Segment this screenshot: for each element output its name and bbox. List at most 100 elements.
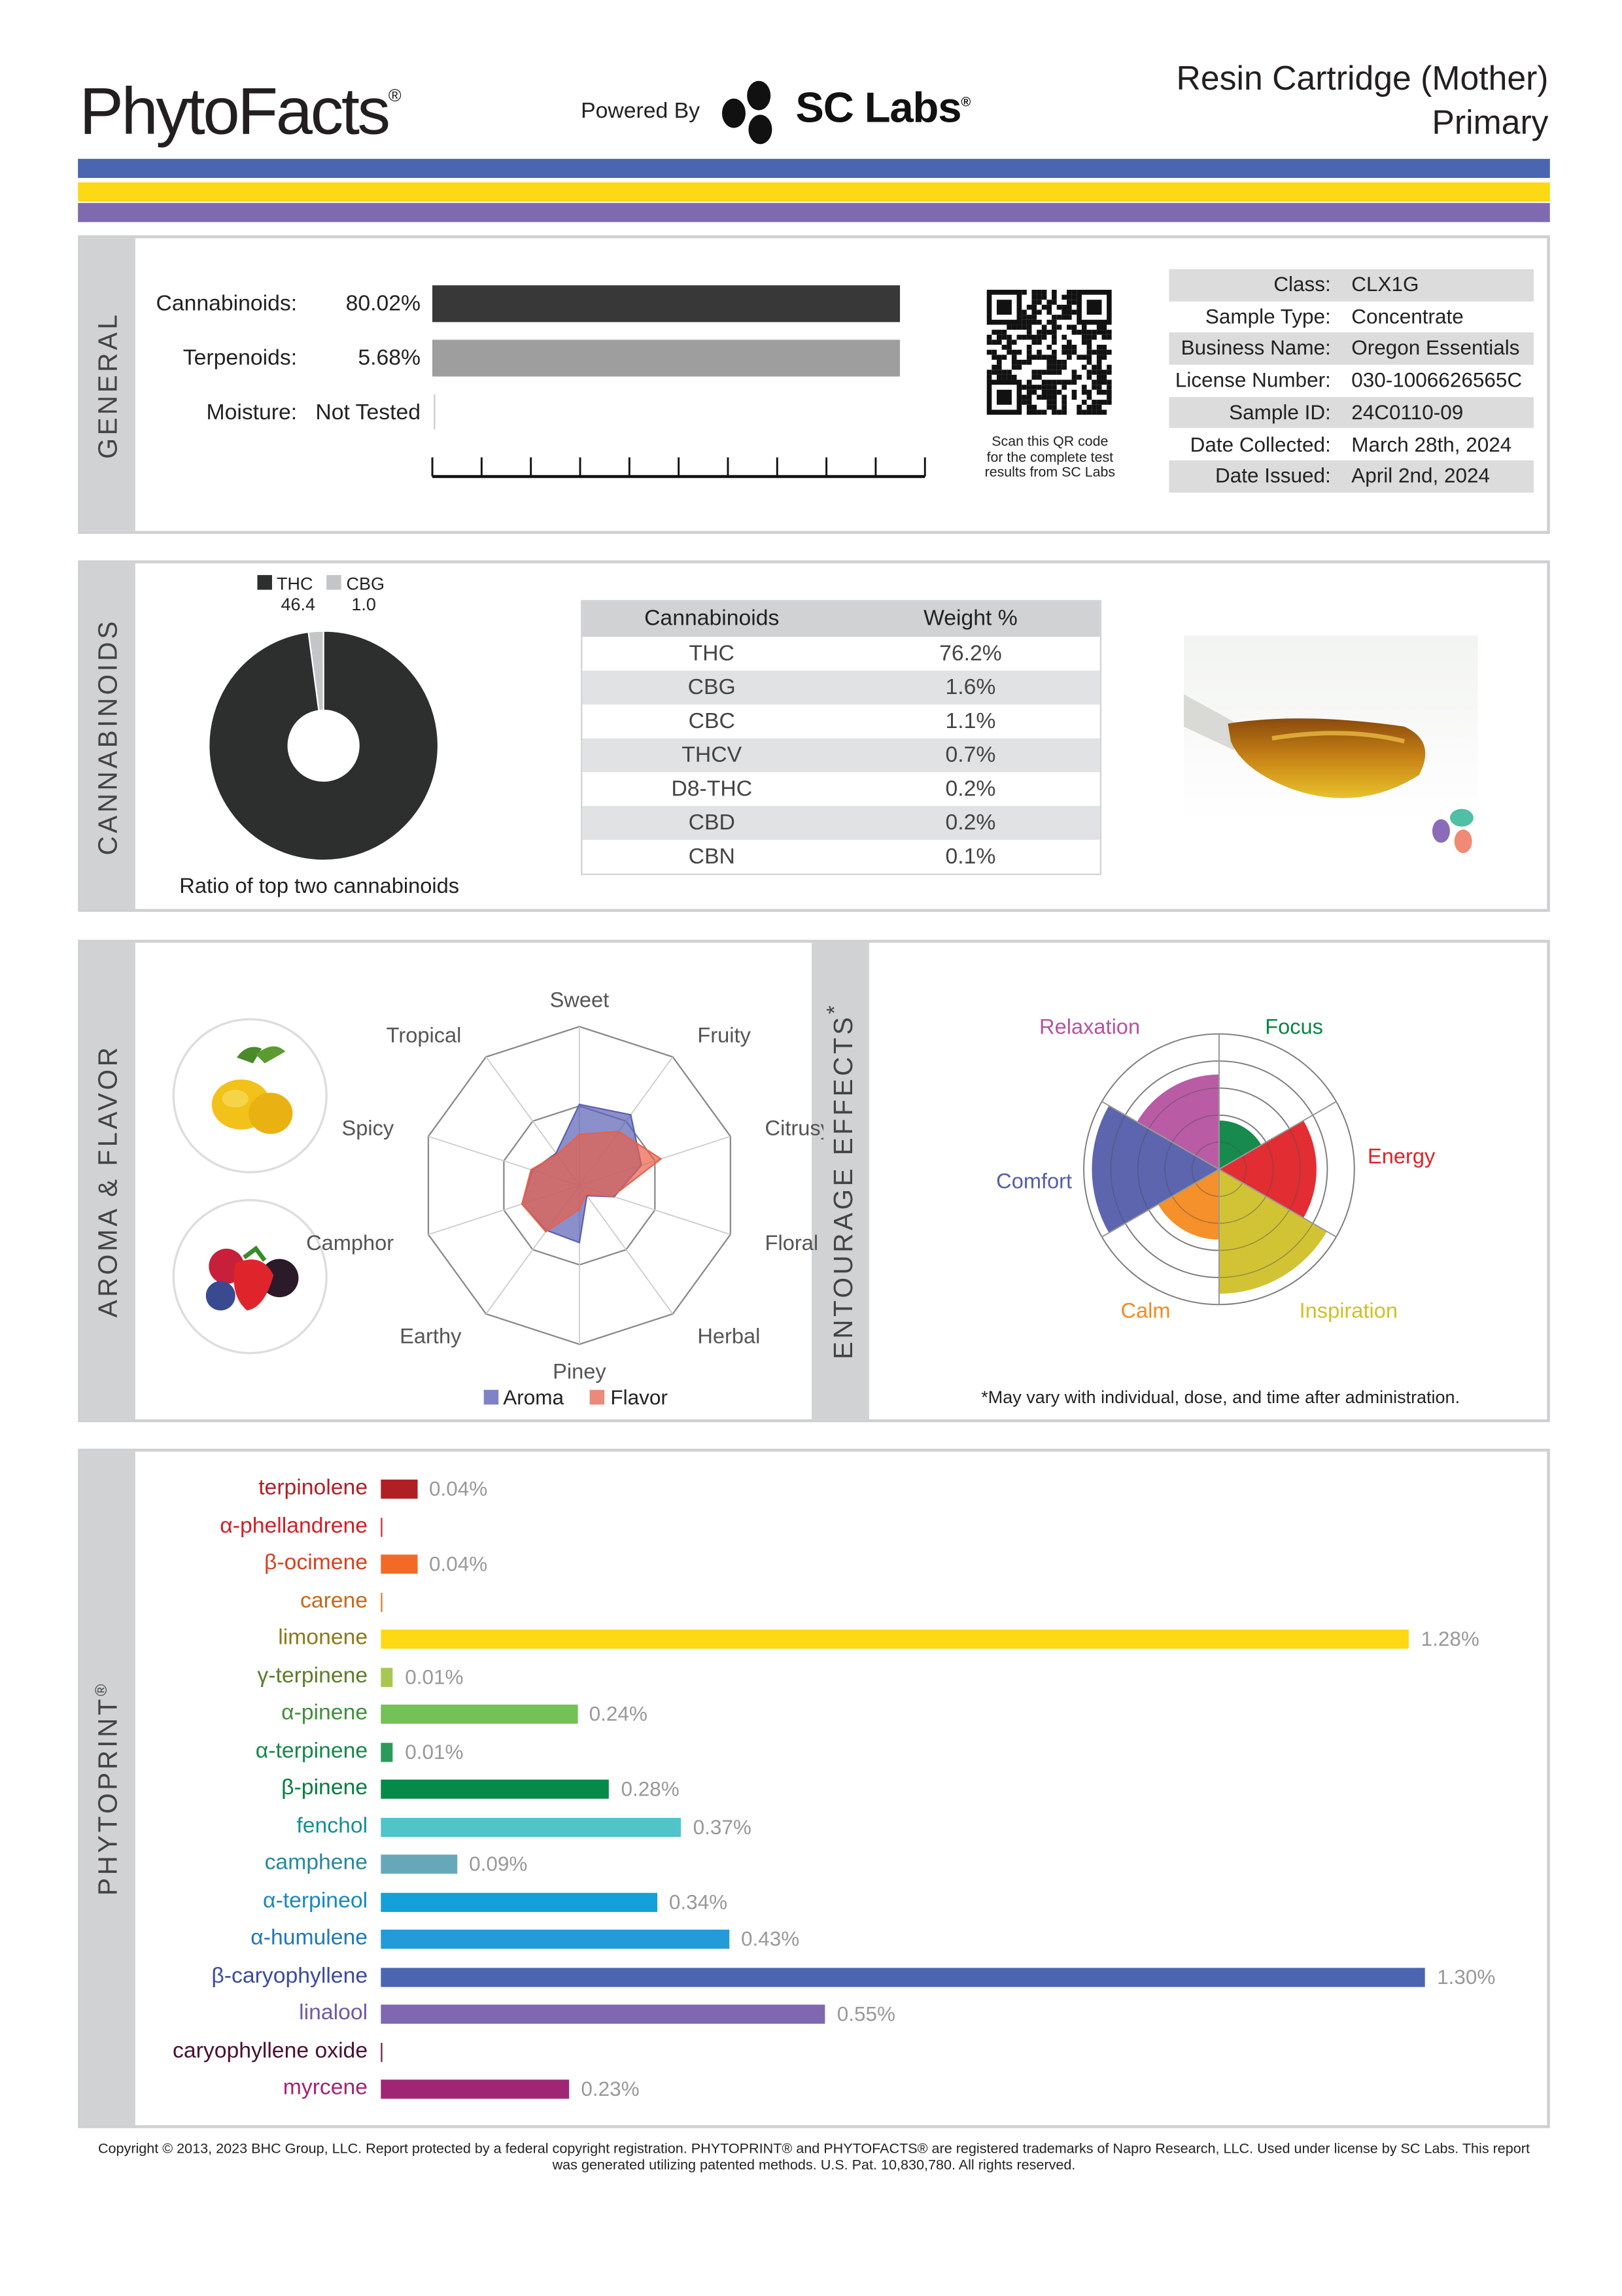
qr-module [1046,309,1052,315]
qr-module [1101,330,1107,335]
qr-module [1056,324,1062,330]
qr-finder [1077,289,1112,325]
qr-module [1077,355,1082,360]
terpene-bar [381,1629,1409,1649]
qr-finder [986,379,1022,415]
qr-module [1096,379,1102,385]
qr-module [1022,385,1027,390]
qr-module [1052,319,1057,325]
logo-mark: ® [388,85,402,106]
info-key: Date Issued: [1215,463,1331,487]
qr-module [1001,374,1007,380]
qr-module [1052,324,1057,330]
radar-axis-label: Piney [553,1359,606,1383]
qr-module [1001,345,1007,350]
qr-module [1107,394,1112,400]
qr-module [1096,370,1102,375]
qr-module [1016,364,1022,370]
terpene-bar [381,1854,458,1874]
qr-module [1061,345,1067,350]
cannabinoids-sidebar: CANNABINOIDS [80,563,135,909]
radar-axis-label: Floral [765,1230,819,1255]
terpene-value: 0.01% [405,1664,464,1688]
qr-module [996,330,1002,335]
aroma-sidebar: AROMA & FLAVOR [80,943,135,1419]
qr-module [1056,304,1062,310]
effect-label-inspiration: Inspiration [1300,1298,1398,1323]
qr-module [1081,339,1087,345]
qr-module [996,334,1002,340]
qr-module [986,374,992,380]
section-label: CANNABINOIDS [92,617,122,855]
terpene-value: 0.28% [621,1777,680,1801]
qr-module [1016,349,1022,355]
legend-thc-value: 46.4 [281,594,315,615]
qr-module [1046,345,1052,350]
qr-module [1001,370,1007,375]
legend-aroma: Aroma [503,1385,564,1409]
qr-module [1081,355,1087,360]
product-title: Resin Cartridge (Mother) [1176,58,1549,97]
qr-module [1037,374,1042,380]
logo-dot-icon [1449,809,1474,827]
terpene-value: 1.28% [1421,1626,1479,1650]
qr-module [1056,315,1062,320]
qr-module [1092,349,1097,355]
terpene-label: α-pinene [281,1700,368,1726]
qr-module [1031,355,1037,360]
terpene-bar [381,1592,383,1612]
qr-module [1031,289,1037,295]
logo-text: PhytoFacts [79,73,390,149]
qr-module [1107,400,1112,405]
qr-module [1066,300,1072,305]
qr-module [1007,374,1012,380]
qr-module [1046,370,1052,375]
qr-module [1107,385,1112,390]
qr-module [1037,330,1042,335]
qr-module [1046,330,1052,335]
qr-module [1081,324,1087,330]
effects-divider [1101,1101,1220,1170]
qr-module [1081,330,1087,335]
qr-module [1071,389,1077,395]
qr-module [1107,389,1112,395]
table-header: Cannabinoids Weight % [582,601,1100,637]
effects-divider [1218,1101,1337,1170]
qr-module [1031,339,1037,345]
qr-module [1052,294,1057,300]
radar-axis-label: Earthy [400,1323,462,1348]
qr-module [1031,304,1037,310]
qr-module [1052,409,1057,415]
qr-module [1001,334,1007,340]
qr-module [1026,409,1032,415]
qr-module [1026,304,1032,310]
stripe-blue [78,158,1550,179]
info-row: Sample ID: 24C0110-09 [1169,396,1534,429]
terpene-bar [381,1479,417,1499]
weight-cell: 0.2% [945,776,996,802]
qr-module [1061,404,1067,410]
product-title-block: Resin Cartridge (Mother) Primary [1177,56,1549,144]
info-row: Date Issued: April 2nd, 2024 [1169,461,1534,493]
qr-module [1086,404,1092,410]
qr-module [1096,324,1102,330]
qr-module [1052,349,1057,355]
qr-module [1092,385,1097,390]
qr-module [1037,409,1042,415]
phytofacts-logo: PhytoFacts® [79,73,402,150]
qr-module [1056,379,1062,385]
qr-module [1061,349,1067,355]
radar-axis-label: Citrusy [765,1116,824,1140]
qr-module [986,339,992,345]
qr-module [1022,289,1027,295]
product-photo [1183,635,1478,854]
qr-code[interactable] [986,289,1112,415]
qr-module [1066,289,1072,295]
qr-module [1101,334,1107,340]
qr-module [1026,359,1032,365]
qr-module [1101,400,1107,405]
qr-module [1101,374,1107,380]
effects-divider [1218,1168,1337,1238]
terpene-bar [381,1779,610,1799]
